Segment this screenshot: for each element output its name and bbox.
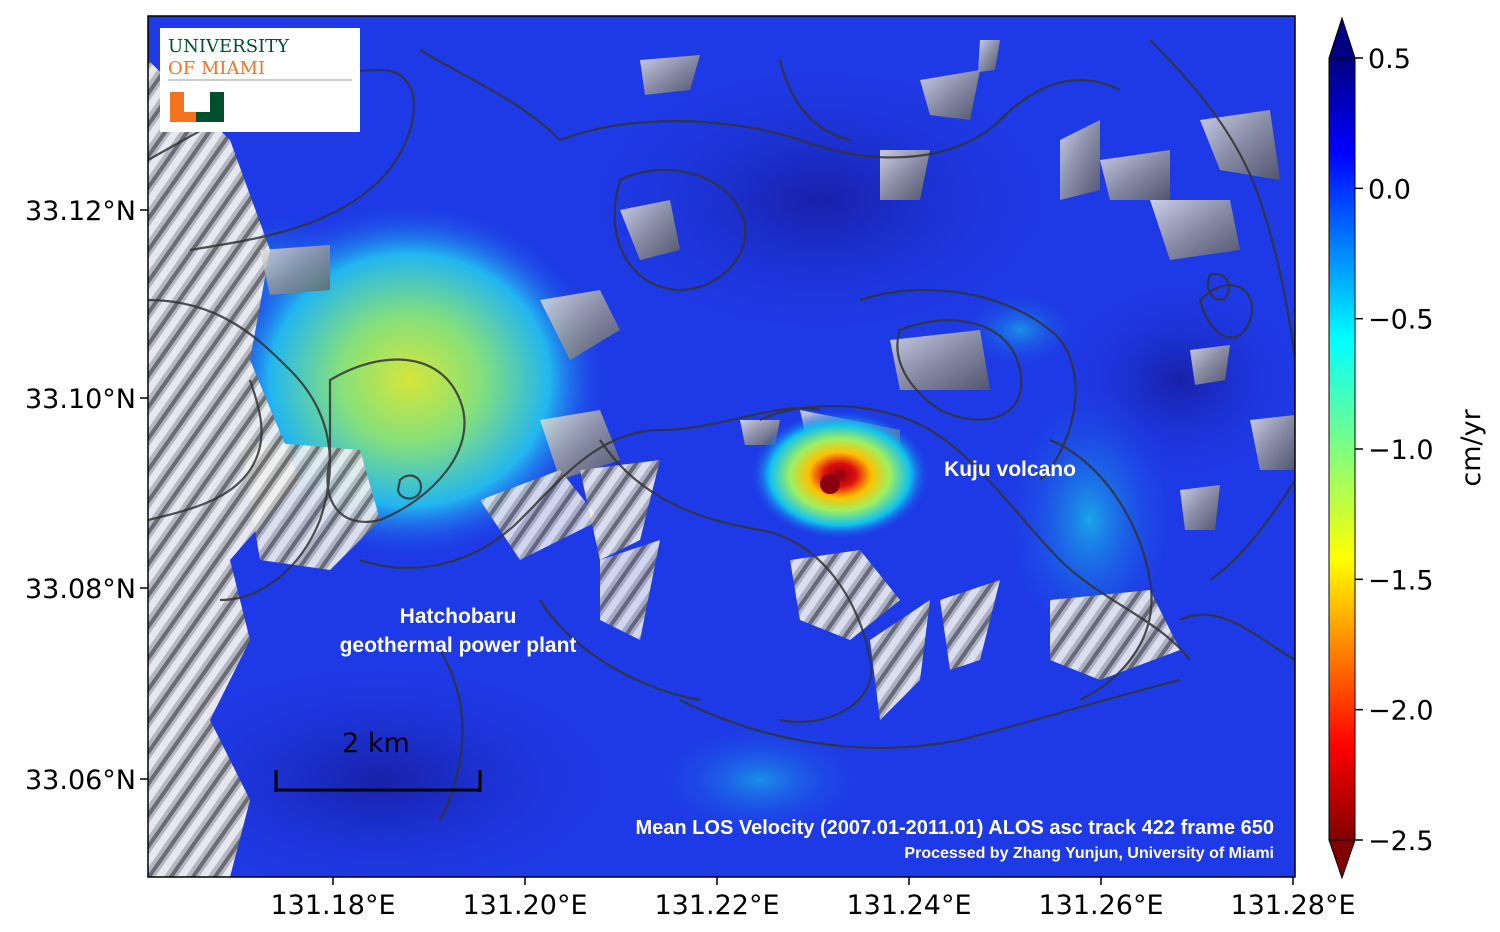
hatchobaru-label-line2: geothermal power plant [340, 634, 577, 657]
cyan-patch [960, 290, 1080, 370]
lat-tick-label: 33.10°N [25, 384, 136, 415]
cyan-patch [1000, 380, 1180, 660]
kuju-volcano-label: Kuju volcano [944, 458, 1076, 481]
colorbar-tick-label: 0.5 [1368, 44, 1411, 75]
kuju-deformation [750, 410, 930, 540]
map-frame [147, 15, 1296, 878]
map-title: Mean LOS Velocity (2007.01-2011.01) ALOS… [635, 817, 1274, 839]
lon-tick-label: 131.24°E [846, 890, 971, 921]
scale-bar: 2 km [274, 728, 482, 792]
scale-bar-label: 2 km [342, 728, 410, 759]
hatchobaru-label-line1: Hatchobaru [400, 605, 517, 628]
lat-tick-label: 33.08°N [25, 574, 136, 605]
colorbar-extend-min [1328, 839, 1356, 880]
lon-tick-label: 131.26°E [1038, 890, 1163, 921]
colorbar-extend-max [1328, 16, 1356, 59]
lat-tick-label: 33.12°N [25, 196, 136, 227]
lon-tick-label: 131.28°E [1230, 890, 1355, 921]
colorbar-tick-label: −2.0 [1368, 696, 1434, 727]
lon-tick-label: 131.22°E [654, 890, 779, 921]
elevation-contours [148, 39, 1295, 821]
map-credit: Processed by Zhang Yunjun, University of… [904, 845, 1274, 862]
colorbar: 0.5 0.0 −0.5 −1.0 −1.5 −2.0 −2.5 cm/yr [1328, 16, 1487, 880]
longitude-axis: 131.18°E 131.20°E 131.22°E 131.24°E 131.… [270, 877, 1356, 921]
deep-blue-region [560, 50, 1080, 350]
colorbar-tick-label: −2.5 [1368, 826, 1434, 857]
colorbar-ticks: 0.5 0.0 −0.5 −1.0 −1.5 −2.0 −2.5 [1355, 44, 1434, 857]
cyan-patch [650, 720, 870, 840]
colorbar-tick-label: −1.0 [1368, 435, 1434, 466]
masked-terrain [148, 40, 1295, 877]
lon-tick-label: 131.20°E [462, 890, 587, 921]
deep-blue-region [148, 650, 640, 877]
colorbar-tick-label: −0.5 [1368, 305, 1434, 336]
velocity-map: Kuju volcano Hatchobaru geothermal power… [148, 16, 1295, 877]
lat-tick-label: 33.06°N [25, 765, 136, 796]
u-logo-icon [170, 92, 224, 122]
university-logo: UNIVERSITY OF MIAMI [160, 28, 360, 132]
colorbar-label: cm/yr [1456, 408, 1487, 486]
lon-tick-label: 131.18°E [270, 890, 395, 921]
latitude-axis: 33.12°N 33.10°N 33.08°N 33.06°N [25, 196, 148, 796]
logo-text-of-miami: OF MIAMI [168, 58, 265, 79]
logo-text-university: UNIVERSITY [168, 36, 290, 57]
colorbar-tick-label: 0.0 [1368, 174, 1411, 205]
kuju-peak [820, 474, 840, 494]
colorbar-gradient [1329, 58, 1355, 840]
colorbar-tick-label: −1.5 [1368, 565, 1434, 596]
